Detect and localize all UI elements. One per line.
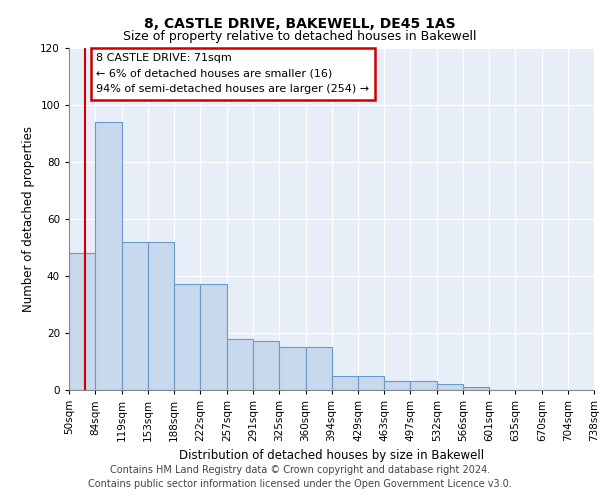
X-axis label: Distribution of detached houses by size in Bakewell: Distribution of detached houses by size … (179, 450, 484, 462)
Bar (95, 122, 122, 390)
Bar (175, 284, 200, 390)
Text: Contains HM Land Registry data © Crown copyright and database right 2024.
Contai: Contains HM Land Registry data © Crown c… (88, 465, 512, 489)
Bar (463, 387, 490, 390)
Bar (122, 242, 148, 390)
Bar (227, 338, 253, 390)
Bar (358, 376, 384, 390)
Bar (148, 242, 175, 390)
Text: Size of property relative to detached houses in Bakewell: Size of property relative to detached ho… (123, 30, 477, 43)
Bar (200, 284, 227, 390)
Bar (410, 382, 437, 390)
Bar (437, 384, 463, 390)
Bar (69, 253, 95, 390)
Text: 8 CASTLE DRIVE: 71sqm
← 6% of detached houses are smaller (16)
94% of semi-detac: 8 CASTLE DRIVE: 71sqm ← 6% of detached h… (97, 53, 370, 94)
Bar (331, 376, 358, 390)
Bar (305, 347, 331, 390)
Bar (384, 382, 410, 390)
Text: 8, CASTLE DRIVE, BAKEWELL, DE45 1AS: 8, CASTLE DRIVE, BAKEWELL, DE45 1AS (144, 18, 456, 32)
Bar (253, 342, 279, 390)
Y-axis label: Number of detached properties: Number of detached properties (22, 126, 35, 312)
Bar (279, 347, 305, 390)
